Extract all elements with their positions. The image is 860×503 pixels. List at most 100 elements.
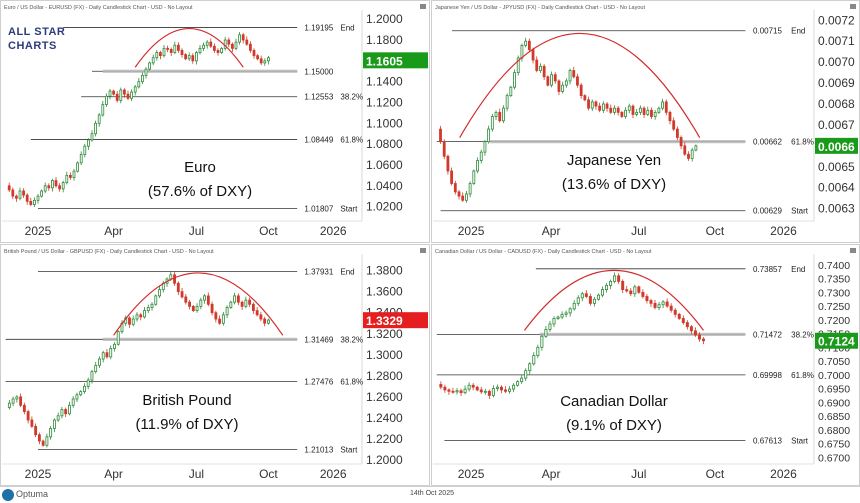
panel-0-candle [252,50,256,57]
panel-1-level-tag: 61.8% [791,138,814,147]
panel-2-candle [214,312,218,320]
panel-3-candle [524,370,528,379]
panel-1-x-label: 2026 [770,224,797,238]
panel-3-candle [479,389,483,393]
panel-0-candle [79,154,83,164]
panel-1-candle [457,191,461,197]
panel-1-candle [557,80,561,92]
panel-0-candle [94,122,97,135]
panel-3-candle [629,290,633,295]
panel-0-level-tag: Start [340,205,358,214]
panel-1-candle [694,145,698,151]
panel-1-candle [690,149,694,159]
panel-1-candle [675,128,679,138]
panel-2-candle [188,301,191,307]
panel-3-candle [459,390,463,394]
panel-3-level-value: 0.69998 [753,371,782,380]
panel-3-candle [512,384,516,390]
panel-3-y-tick: 0.6850 [818,411,850,423]
panel-0-candle [40,190,43,197]
panel-3-last-price: 0.7124 [818,335,855,349]
panel-1-y-tick: 0.0072 [818,13,855,27]
panel-3-candle [576,297,580,304]
panel-3-x-label: 2026 [770,467,797,481]
panel-2-candle [139,314,143,318]
panel-2-candle [11,398,15,404]
panel-0-candle [137,81,141,88]
panel-3-candle [572,302,576,310]
panel-1-candle [576,76,579,86]
panel-1-candle [453,183,457,193]
panel-2-candle [206,295,210,305]
panel-0-x-label: Apr [104,224,123,238]
panel-2-last-price: 1.3329 [366,314,403,328]
panel-0-y-tick: 1.1200 [366,95,403,109]
panel-0-x-label: 2026 [320,224,347,238]
panel-1-candle [494,111,498,117]
panel-2-candle [184,296,188,303]
panel-2-candle [135,314,139,320]
panel-2-y-tick: 1.2600 [366,390,403,404]
panel-1-candle [505,95,509,109]
panel-1-candle [472,170,476,184]
panel-0-candle [148,62,151,70]
panel-2-candle [128,317,131,325]
panel-1-x-label: Apr [542,224,561,238]
panel-3-candle [661,301,665,306]
panel-3-candle [536,346,540,356]
panel-1-candle [579,84,583,97]
panel-1-annotation-weight: (13.6% of DXY) [562,176,666,193]
panel-3-y-tick: 0.7300 [818,287,850,299]
panel-0-y-tick: 1.0800 [366,137,403,151]
panel-2-x-label: 2026 [320,467,347,481]
panel-0-candle [216,50,220,53]
panel-1-candle [661,101,664,109]
panel-1-header: Japanese Yen / US Dollar - JPYUSD (FX) -… [435,5,645,11]
panel-3-candle [532,355,536,365]
panel-1-y-tick: 0.0067 [818,118,855,132]
panel-2-y-tick: 1.3800 [366,264,403,278]
panel-1-y-tick: 0.0070 [818,55,855,69]
panel-0-y-tick: 1.1800 [366,33,403,47]
panel-0-candle [90,133,94,141]
panel-0-level-value: 1.12553 [304,93,333,102]
panel-3-level-tag: Start [791,436,809,445]
panel-2-candle [146,307,150,312]
panel-2-candle [225,307,229,316]
panel-1-candle [650,109,653,117]
panel-0-candle [184,54,187,60]
panel-3-candle [649,300,653,304]
panel-2-level-value: 1.37931 [304,267,333,276]
panel-1-candle [531,49,535,61]
panel-2-candle [37,434,41,442]
panel-3-candle [637,286,641,293]
panel-0-candle [105,95,108,105]
panel-3-candle [483,390,487,393]
panel-2-candle [173,274,176,284]
panel-0-candle [141,75,144,83]
panel-1-candle [687,153,690,159]
panel-2-candle [255,310,259,316]
panel-3-candle [471,384,475,388]
panel-2-level-tag: 61.8% [340,377,363,386]
panel-0-y-tick: 1.0400 [366,179,403,193]
panel-3-candle [491,388,495,396]
panel-0-candle [15,195,18,199]
panel-3-y-tick: 0.7200 [818,315,850,327]
panel-1-candle [564,80,568,86]
panel-1-candle [598,105,602,111]
panel-3-x-label: 2025 [458,467,485,481]
panel-3-candle [697,334,701,340]
panel-0-frame [0,0,430,243]
panel-0-candle [33,199,36,205]
panel-0-candle [195,52,198,62]
panel-2-candle [150,303,154,308]
panel-3-candle [463,388,467,394]
panel-2-candle [22,404,26,413]
panel-0-candle [220,47,223,53]
panel-2-candle [221,314,225,324]
panel-0-candle [87,139,90,147]
panel-3-candle [617,275,621,282]
panel-0-candle [256,55,259,60]
